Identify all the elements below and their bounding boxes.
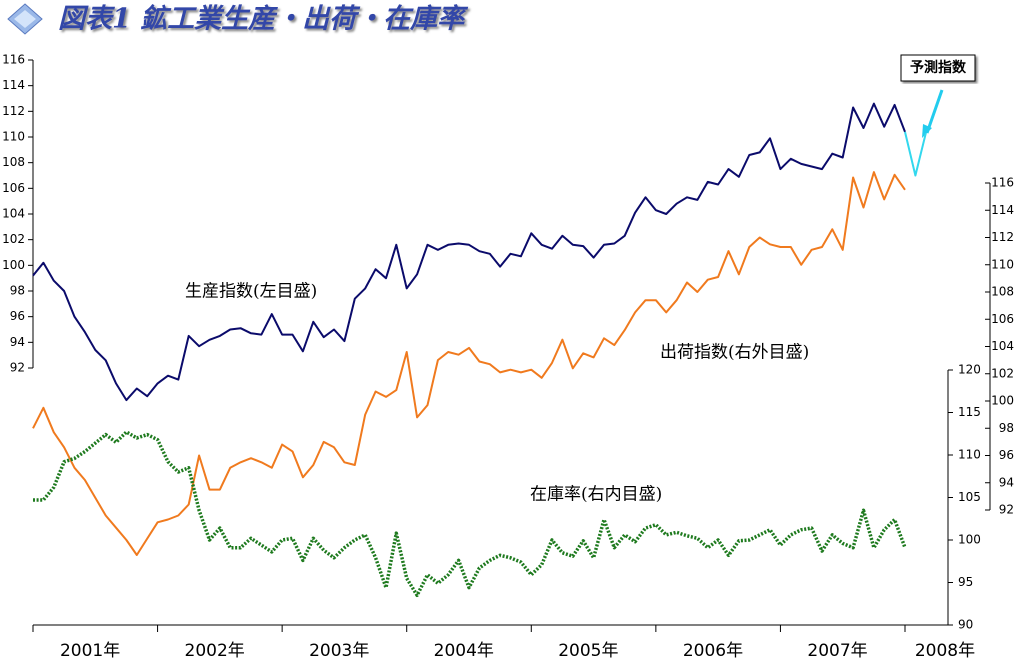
y-tick-label: 110	[958, 448, 981, 462]
y-tick-label: 106	[991, 312, 1014, 326]
series-line	[32, 102, 906, 402]
x-tick-label: 2002年	[185, 641, 245, 661]
series-label: 予測指数	[910, 59, 967, 76]
y-tick-label: 95	[958, 575, 973, 589]
x-tick-label: 2005年	[558, 641, 618, 661]
y-tick-label: 120	[958, 363, 981, 377]
series-label: 生産指数(左目盛)	[185, 282, 317, 302]
x-tick-label: 2003年	[309, 641, 369, 661]
x-tick-label: 2008年	[915, 641, 975, 661]
series-line	[904, 131, 927, 177]
y-tick-label: 115	[958, 405, 981, 419]
y-tick-label: 116	[2, 53, 25, 67]
y-tick-label: 100	[991, 394, 1014, 408]
y-tick-label: 94	[10, 335, 25, 349]
y-tick-label: 98	[10, 284, 25, 298]
series-label: 出荷指数(右外目盛)	[660, 343, 809, 363]
prediction-callout	[900, 54, 976, 138]
y-tick-label: 92	[999, 503, 1014, 517]
y-tick-label: 98	[999, 421, 1014, 435]
y-tick-label: 100	[2, 258, 25, 272]
y-tick-label: 114	[2, 78, 25, 92]
y-tick-label: 92	[10, 361, 25, 375]
y-tick-label: 104	[2, 207, 25, 221]
chart-title: 図表1 鉱工業生産・出荷・在庫率	[58, 4, 469, 35]
y-tick-label: 110	[991, 257, 1014, 271]
y-tick-label: 96	[999, 448, 1014, 462]
title-icon	[7, 3, 43, 35]
x-tick-label: 2006年	[683, 641, 743, 661]
x-tick-label: 2007年	[807, 641, 867, 661]
y-tick-label: 90	[958, 618, 973, 632]
x-tick-label: 2004年	[434, 641, 494, 661]
y-tick-label: 96	[10, 309, 25, 323]
series-label: 在庫率(右内目盛)	[530, 485, 662, 505]
y-tick-label: 112	[991, 230, 1014, 244]
x-tick-label: 2001年	[60, 641, 120, 661]
y-tick-label: 108	[991, 285, 1014, 299]
y-tick-label: 102	[991, 366, 1014, 380]
y-tick-label: 112	[2, 104, 25, 118]
y-tick-label: 94	[999, 475, 1014, 489]
y-tick-label: 104	[991, 339, 1014, 353]
y-tick-label: 102	[2, 232, 25, 246]
series-line	[33, 430, 907, 598]
y-tick-label: 105	[958, 490, 981, 504]
y-tick-label: 106	[2, 181, 25, 195]
y-tick-label: 108	[2, 155, 25, 169]
y-tick-label: 100	[958, 533, 981, 547]
series-line	[32, 171, 906, 556]
y-tick-label: 114	[991, 203, 1014, 217]
y-tick-label: 110	[2, 130, 25, 144]
y-tick-label: 116	[991, 176, 1014, 190]
